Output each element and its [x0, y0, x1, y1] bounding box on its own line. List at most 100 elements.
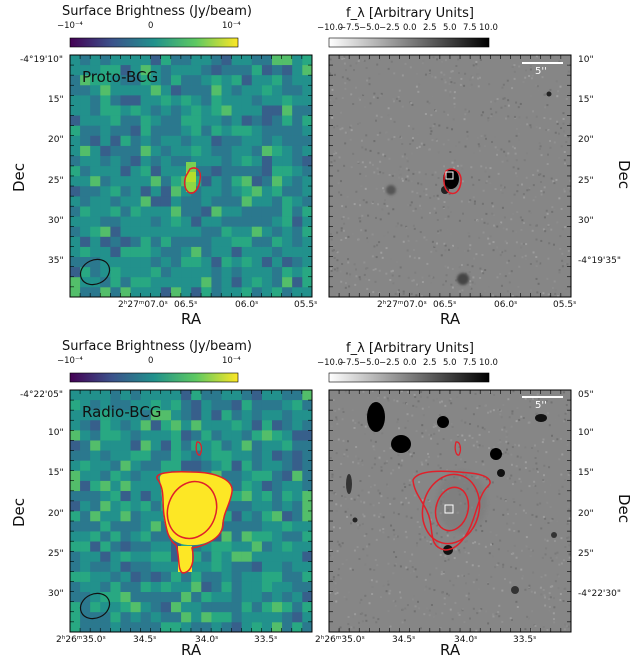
y-axis-label: Dec: [10, 162, 28, 192]
dec-tick: 10": [578, 55, 594, 65]
bcg-marker: [444, 504, 454, 514]
ra-tick: 05.5ˢ: [294, 300, 318, 310]
colorbar-tick: 7.5: [463, 358, 477, 368]
colorbar-tick: 0: [148, 21, 154, 31]
colorbar-viridis-bottom: [69, 372, 239, 383]
dec-tick: 25": [48, 176, 64, 186]
panel-label: Radio-BCG: [82, 403, 162, 421]
dec-tick: 15": [48, 468, 64, 478]
proto-bcg-optical-image: [329, 55, 571, 297]
dec-tick: 25": [578, 176, 594, 186]
dec-tick: 20": [578, 135, 594, 145]
colorbar-tick: −10.0: [317, 23, 344, 33]
y-axis-label: Dec: [615, 160, 633, 190]
colorbar-gray-bottom: [328, 372, 490, 383]
colorbar-tick: 0.0: [403, 23, 417, 33]
ra-tick: 2ʰ27ᵐ07.0ˢ: [377, 300, 427, 310]
y-axis-label: Dec: [615, 494, 633, 524]
ra-tick: 06.0ˢ: [494, 300, 518, 310]
colorbar-tick: −10⁻⁴: [57, 356, 83, 366]
colorbar-tick: −10⁻⁴: [57, 21, 83, 31]
ra-tick: 06.5ˢ: [174, 300, 198, 310]
bcg-marker: [445, 171, 454, 180]
colorbar-tick: −2.5: [379, 358, 400, 368]
dec-tick: 10": [578, 428, 594, 438]
dec-tick: 20": [578, 509, 594, 519]
colorbar-tick: −5.0: [359, 23, 380, 33]
x-axis-label: RA: [440, 641, 461, 659]
dec-tick: 25": [48, 549, 64, 559]
beam-ellipse: [79, 258, 111, 286]
dec-tick: 20": [48, 135, 64, 145]
colorbar-tick: −5.0: [359, 358, 380, 368]
dec-tick: 15": [578, 95, 594, 105]
contour: [434, 486, 470, 532]
colorbar-tick: 2.5: [423, 358, 437, 368]
dec-tick: 15": [578, 468, 594, 478]
dec-tick: 25": [578, 549, 594, 559]
contour: [195, 441, 203, 456]
contour: [421, 473, 481, 545]
colorbar-viridis-top: [69, 37, 239, 48]
ra-tick: 2ʰ26ᵐ35.0ˢ: [315, 635, 365, 645]
beam-ellipse: [79, 592, 111, 620]
colorbar-title: Surface Brightness (Jy/beam): [62, 339, 252, 354]
radio-bcg-optical-image: [329, 390, 571, 632]
colorbar-title: Surface Brightness (Jy/beam): [62, 4, 252, 19]
ra-tick: 34.0ˢ: [454, 635, 478, 645]
dec-tick: 15": [48, 95, 64, 105]
dec-tick: 30": [48, 216, 64, 226]
colorbar-tick: 10.0: [479, 23, 498, 33]
contour: [412, 470, 491, 551]
colorbar-title: f_λ [Arbitrary Units]: [346, 6, 474, 21]
dec-tick: 30": [48, 589, 64, 599]
ra-tick: 05.5ˢ: [553, 300, 577, 310]
dec-tick: 20": [48, 509, 64, 519]
contour: [156, 471, 233, 574]
colorbar-tick: 10.0: [479, 358, 498, 368]
ra-tick: 2ʰ27ᵐ07.0ˢ: [118, 300, 168, 310]
colorbar-gray-top: [328, 37, 490, 48]
contour: [183, 167, 202, 194]
scale-bar-label: 5'': [535, 66, 547, 77]
ra-tick: 34.5ˢ: [392, 635, 416, 645]
colorbar-tick: 5.0: [443, 23, 457, 33]
ra-tick: 33.5ˢ: [513, 635, 537, 645]
ra-tick: 06.5ˢ: [433, 300, 457, 310]
ra-tick: 06.0ˢ: [235, 300, 259, 310]
colorbar-tick: 7.5: [463, 23, 477, 33]
proto-bcg-radio-image: [70, 55, 312, 297]
dec-tick: -4°22'05": [20, 390, 63, 400]
dec-tick: -4°22'30": [578, 589, 621, 599]
dec-tick: 30": [578, 216, 594, 226]
ra-tick: 33.5ˢ: [254, 635, 278, 645]
radio-bcg-radio-image: [70, 390, 312, 632]
colorbar-tick: 10⁻⁴: [222, 21, 241, 31]
dec-tick: -4°19'35": [578, 256, 621, 266]
x-axis-label: RA: [181, 310, 202, 328]
colorbar-tick: 5.0: [443, 358, 457, 368]
colorbar-title: f_λ [Arbitrary Units]: [346, 341, 474, 356]
colorbar-tick: −7.5: [339, 358, 360, 368]
dec-tick: -4°19'10": [20, 55, 63, 65]
contour: [166, 480, 218, 540]
ra-tick: 2ʰ26ᵐ35.0ˢ: [56, 635, 106, 645]
colorbar-tick: 10⁻⁴: [222, 356, 241, 366]
dec-tick: 10": [48, 428, 64, 438]
colorbar-tick: 2.5: [423, 23, 437, 33]
colorbar-tick: −2.5: [379, 23, 400, 33]
dec-tick: 05": [578, 390, 594, 400]
panel-label: Proto-BCG: [82, 68, 159, 86]
x-axis-label: RA: [181, 641, 202, 659]
ra-tick: 34.5ˢ: [133, 635, 157, 645]
colorbar-tick: −7.5: [339, 23, 360, 33]
colorbar-tick: 0.0: [403, 358, 417, 368]
dec-tick: 35": [48, 256, 64, 266]
scale-bar-label: 5'': [535, 400, 547, 411]
x-axis-label: RA: [440, 310, 461, 328]
ra-tick: 34.0ˢ: [195, 635, 219, 645]
contour: [454, 441, 462, 456]
colorbar-tick: −10.0: [317, 358, 344, 368]
colorbar-tick: 0: [148, 356, 154, 366]
